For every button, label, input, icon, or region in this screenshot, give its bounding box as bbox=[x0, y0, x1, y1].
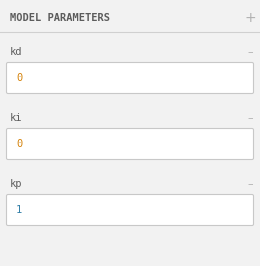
Text: –: – bbox=[247, 47, 253, 57]
Text: kd: kd bbox=[10, 47, 23, 57]
Text: –: – bbox=[247, 113, 253, 123]
FancyBboxPatch shape bbox=[6, 194, 254, 226]
Text: +: + bbox=[244, 11, 256, 25]
Text: MODEL PARAMETERS: MODEL PARAMETERS bbox=[10, 13, 110, 23]
Text: –: – bbox=[247, 179, 253, 189]
Text: ki: ki bbox=[10, 113, 23, 123]
Text: 0: 0 bbox=[16, 139, 22, 149]
FancyBboxPatch shape bbox=[6, 128, 254, 160]
Text: kp: kp bbox=[10, 179, 23, 189]
Text: 0: 0 bbox=[16, 73, 22, 83]
Text: 1: 1 bbox=[16, 205, 22, 215]
FancyBboxPatch shape bbox=[6, 63, 254, 94]
